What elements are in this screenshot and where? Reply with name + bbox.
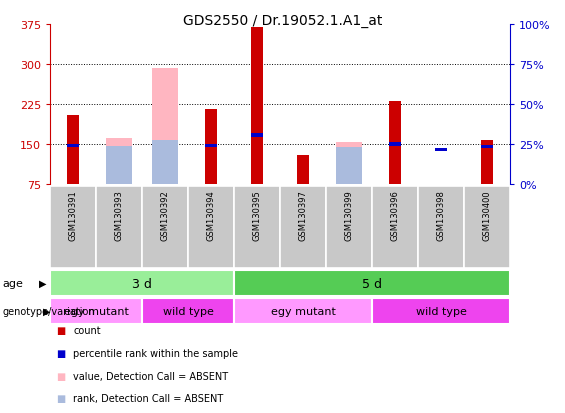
Text: egy mutant: egy mutant (63, 306, 128, 316)
Text: GSM130396: GSM130396 (390, 190, 399, 240)
Text: genotype/variation: genotype/variation (3, 306, 95, 316)
Bar (153, 69, 177, 185)
Bar (142, 298, 234, 324)
Bar (250, 134, 263, 137)
Bar (106, 146, 132, 185)
Text: ▶: ▶ (43, 306, 51, 316)
Text: GSM130394: GSM130394 (206, 190, 215, 240)
Bar (50, 298, 142, 324)
Bar (67, 145, 80, 148)
Bar (389, 143, 402, 146)
Bar (188, 187, 234, 268)
Text: GSM130397: GSM130397 (298, 190, 307, 240)
Bar (434, 148, 447, 152)
Bar (336, 143, 362, 185)
Text: GSM130398: GSM130398 (437, 190, 445, 240)
Text: percentile rank within the sample: percentile rank within the sample (73, 348, 238, 358)
Bar (50, 187, 96, 268)
Text: ■: ■ (56, 370, 66, 381)
Text: wild type: wild type (416, 306, 467, 316)
Text: age: age (3, 278, 24, 288)
Text: count: count (73, 325, 101, 335)
Bar (234, 187, 280, 268)
Bar (418, 187, 464, 268)
Text: rank, Detection Call = ABSENT: rank, Detection Call = ABSENT (73, 393, 224, 404)
Bar (50, 271, 234, 296)
Text: 5 d: 5 d (362, 277, 382, 290)
Bar (96, 187, 142, 268)
Bar (326, 187, 372, 268)
Text: ■: ■ (56, 325, 66, 335)
Text: GSM130395: GSM130395 (253, 190, 262, 240)
Bar (372, 298, 510, 324)
Bar (205, 145, 218, 148)
Text: ■: ■ (56, 393, 66, 404)
Text: GSM130393: GSM130393 (115, 190, 124, 240)
Bar (481, 146, 493, 149)
Bar (464, 187, 510, 268)
Text: egy mutant: egy mutant (271, 306, 336, 316)
Bar (481, 140, 493, 185)
Bar (205, 110, 218, 185)
Text: GSM130399: GSM130399 (345, 190, 354, 240)
Bar (250, 28, 263, 185)
Bar (106, 138, 132, 185)
Bar (142, 187, 188, 268)
Bar (372, 187, 418, 268)
Bar (297, 155, 310, 185)
Text: wild type: wild type (163, 306, 214, 316)
Bar (234, 298, 372, 324)
Bar (280, 187, 326, 268)
Text: GDS2550 / Dr.19052.1.A1_at: GDS2550 / Dr.19052.1.A1_at (183, 14, 382, 28)
Text: GSM130391: GSM130391 (68, 190, 77, 240)
Text: ■: ■ (56, 348, 66, 358)
Bar (153, 141, 177, 185)
Text: GSM130400: GSM130400 (483, 190, 492, 240)
Text: GSM130392: GSM130392 (160, 190, 170, 240)
Text: value, Detection Call = ABSENT: value, Detection Call = ABSENT (73, 370, 229, 381)
Bar (389, 102, 402, 185)
Text: 3 d: 3 d (132, 277, 152, 290)
Bar (234, 271, 510, 296)
Bar (336, 147, 362, 185)
Text: ▶: ▶ (39, 278, 47, 288)
Bar (67, 115, 80, 185)
